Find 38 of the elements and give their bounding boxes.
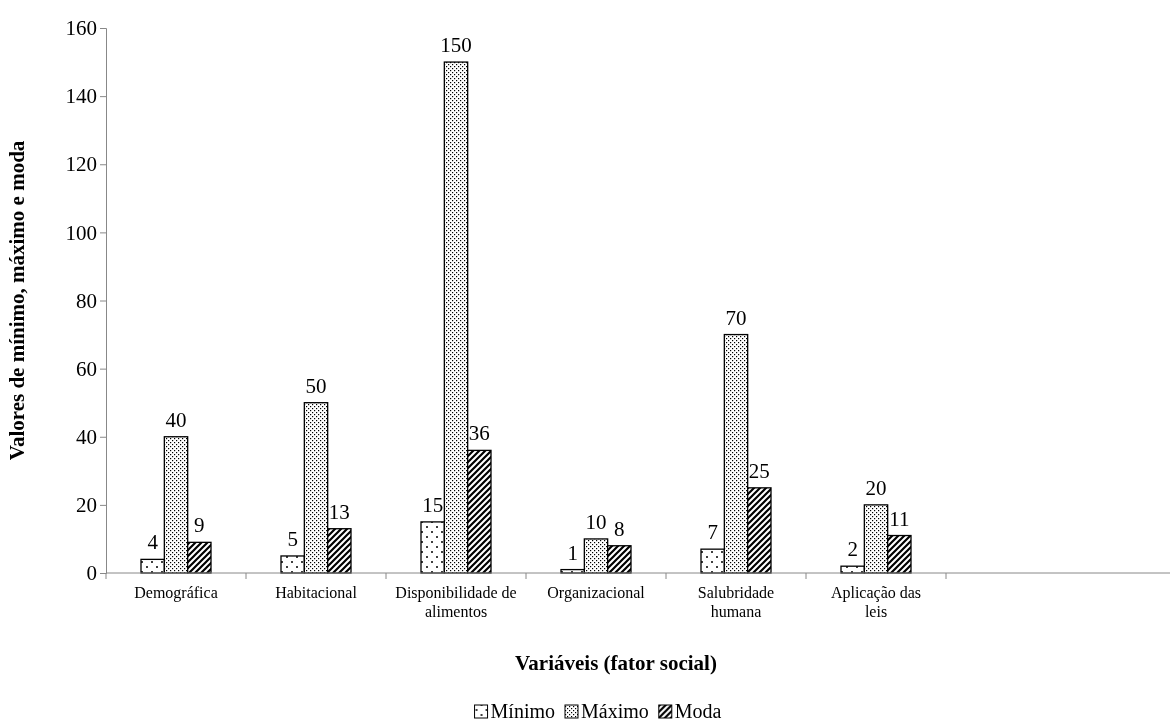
legend-label: Máximo: [581, 700, 649, 722]
data-label: 1: [567, 540, 578, 565]
legend-label: Mínimo: [490, 700, 555, 722]
data-label: 25: [748, 458, 770, 483]
data-label: 9: [194, 513, 205, 538]
data-label: 20: [865, 475, 887, 500]
x-tick-label: Demográfica: [134, 584, 218, 602]
data-label: 5: [287, 526, 298, 551]
data-label: 15: [422, 492, 444, 517]
data-label: 150: [440, 33, 472, 58]
legend-label: Moda: [674, 700, 722, 722]
y-tick-label: 0: [86, 561, 97, 586]
data-label: 70: [725, 305, 747, 330]
data-label: 7: [707, 520, 718, 545]
y-tick-label: 20: [76, 493, 97, 518]
y-tick-label: 80: [76, 288, 97, 313]
data-label: 10: [585, 509, 607, 534]
y-tick-label: 60: [76, 356, 97, 381]
data-label: 13: [328, 499, 350, 524]
x-axis-title: Variáveis (fator social): [515, 651, 717, 675]
x-tick-label: Disponibilidade de alimentos: [395, 584, 517, 620]
x-tick-label: Salubridade humana: [697, 584, 775, 620]
y-tick-label: 140: [65, 84, 97, 109]
data-label: 11: [889, 506, 910, 531]
data-label: 40: [165, 407, 187, 432]
y-axis-title: Valores de mínimo, máximo e moda: [5, 140, 29, 461]
data-label: 4: [147, 530, 159, 555]
y-tick-label: 40: [76, 424, 97, 449]
y-tick-label: 100: [65, 220, 97, 245]
x-tick-label: Aplicação das leis: [830, 584, 922, 620]
data-label: 8: [614, 516, 625, 541]
y-tick-label: 160: [65, 16, 97, 41]
x-tick-label: Organizacional: [547, 584, 646, 602]
x-tick-label: Habitacional: [275, 584, 358, 601]
y-tick-label: 120: [65, 152, 97, 177]
data-label: 36: [468, 421, 490, 446]
data-label: 2: [847, 537, 858, 562]
data-label: 50: [305, 373, 327, 398]
